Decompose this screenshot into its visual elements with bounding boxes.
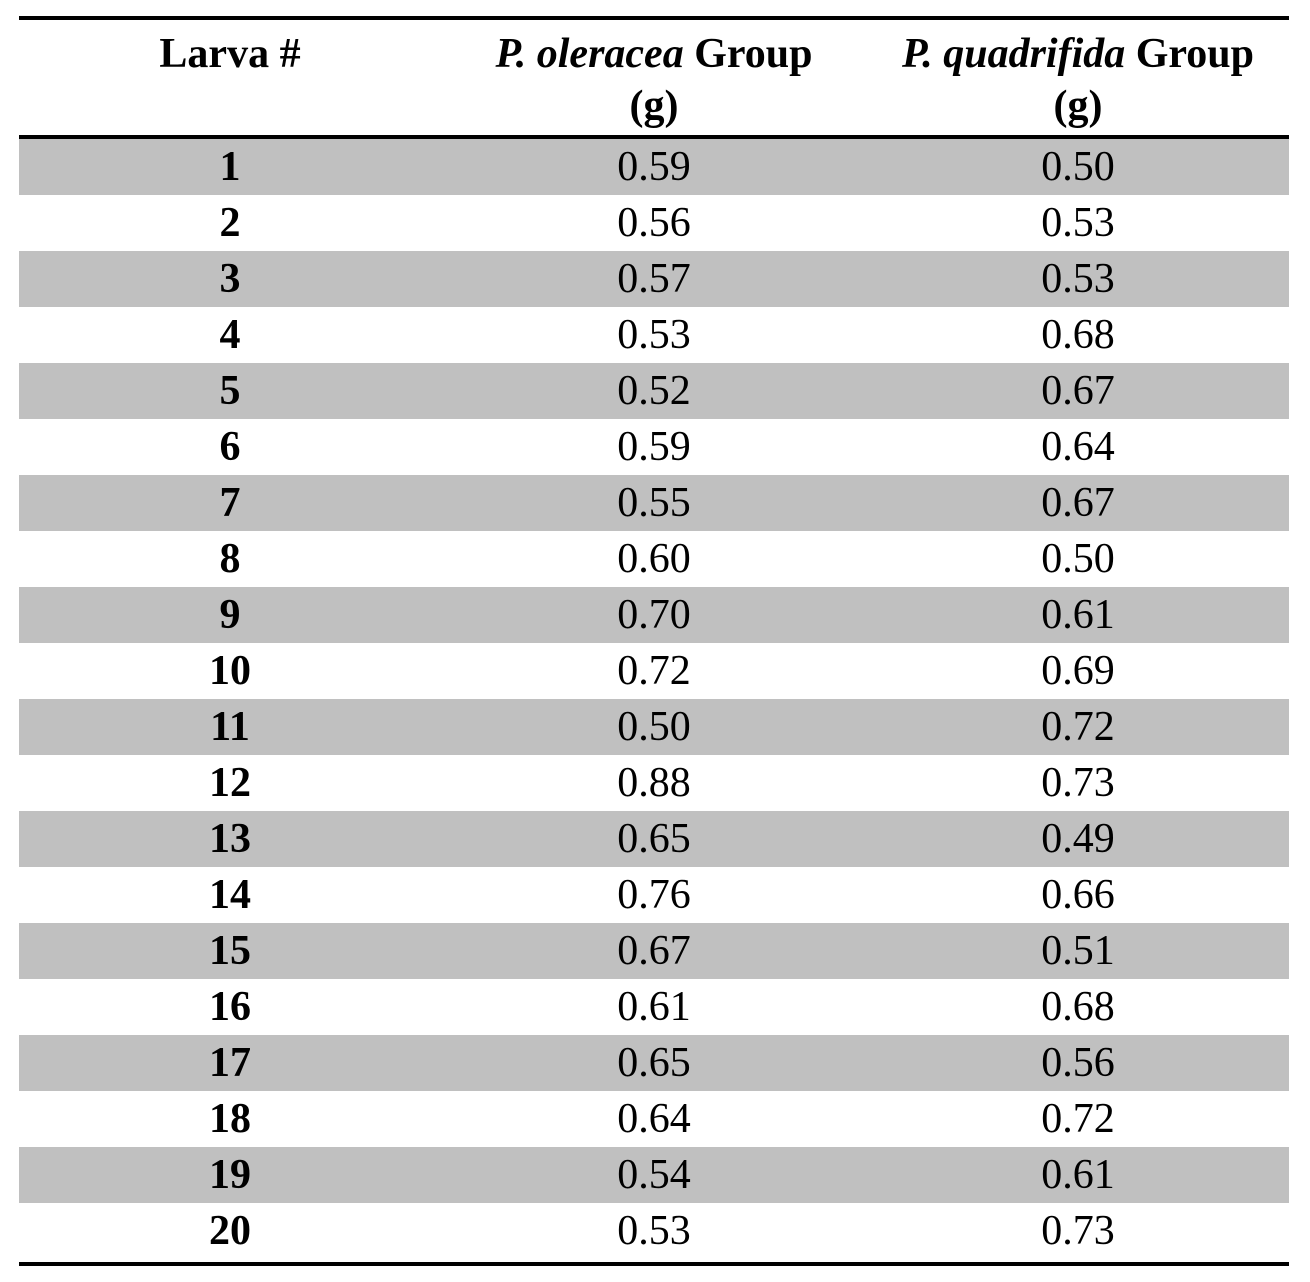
table-row: 8 0.60 0.50	[19, 531, 1289, 587]
oleracea-weight-cell: 0.88	[617, 760, 691, 806]
table-row: 2 0.56 0.53	[19, 195, 1289, 251]
larva-number-cell: 16	[209, 984, 251, 1030]
oleracea-weight-cell: 0.59	[617, 424, 691, 470]
quadrifida-weight-cell: 0.72	[1041, 1096, 1115, 1142]
quadrifida-weight-cell: 0.64	[1041, 424, 1115, 470]
table-row: 16 0.61 0.68	[19, 979, 1289, 1035]
larva-number-cell: 3	[219, 256, 241, 302]
oleracea-weight-cell: 0.53	[617, 312, 691, 358]
oleracea-weight-cell: 0.70	[617, 592, 691, 638]
table-row: 10 0.72 0.69	[19, 643, 1289, 699]
table-row: 13 0.65 0.49	[19, 811, 1289, 867]
quadrifida-weight-cell: 0.68	[1041, 984, 1115, 1030]
header-quadrifida-species: P. quadrifida	[901, 31, 1126, 77]
quadrifida-weight-cell: 0.66	[1041, 872, 1115, 918]
header-oleracea: P. oleracea Group (g)	[441, 20, 867, 135]
larva-number-cell: 9	[219, 592, 241, 638]
header-oleracea-unit: (g)	[629, 83, 679, 129]
larva-number-cell: 13	[209, 816, 251, 862]
larva-number-cell: 18	[209, 1096, 251, 1142]
oleracea-weight-cell: 0.67	[617, 928, 691, 974]
header-larva-label: Larva #	[159, 31, 301, 77]
table-row: 14 0.76 0.66	[19, 867, 1289, 923]
table-row: 6 0.59 0.64	[19, 419, 1289, 475]
larva-number-cell: 5	[219, 368, 241, 414]
header-rule	[19, 135, 1289, 139]
table-row: 17 0.65 0.56	[19, 1035, 1289, 1091]
oleracea-weight-cell: 0.64	[617, 1096, 691, 1142]
oleracea-weight-cell: 0.72	[617, 648, 691, 694]
quadrifida-weight-cell: 0.56	[1041, 1040, 1115, 1086]
larva-number-cell: 11	[210, 704, 250, 750]
header-oleracea-species: P. oleracea	[495, 31, 684, 77]
table-row: 4 0.53 0.68	[19, 307, 1289, 363]
table-row: 18 0.64 0.72	[19, 1091, 1289, 1147]
larva-number-cell: 14	[209, 872, 251, 918]
quadrifida-weight-cell: 0.69	[1041, 648, 1115, 694]
quadrifida-weight-cell: 0.50	[1041, 536, 1115, 582]
quadrifida-weight-cell: 0.67	[1041, 480, 1115, 526]
table-row: 15 0.67 0.51	[19, 923, 1289, 979]
bottom-rule	[19, 1262, 1289, 1266]
table-body: 1 0.59 0.50 2 0.56 0.53 3 0.57 0.53 4 0.53 0.68 5 0.5…	[19, 139, 1289, 1259]
oleracea-weight-cell: 0.50	[617, 704, 691, 750]
oleracea-weight-cell: 0.76	[617, 872, 691, 918]
table-row: 11 0.50 0.72	[19, 699, 1289, 755]
header-quadrifida: P. quadrifida Group (g)	[867, 20, 1289, 135]
quadrifida-weight-cell: 0.53	[1041, 200, 1115, 246]
quadrifida-weight-cell: 0.61	[1041, 592, 1115, 638]
table-row: 1 0.59 0.50	[19, 139, 1289, 195]
oleracea-weight-cell: 0.53	[617, 1208, 691, 1254]
top-rule	[19, 16, 1289, 20]
quadrifida-weight-cell: 0.53	[1041, 256, 1115, 302]
quadrifida-weight-cell: 0.73	[1041, 1208, 1115, 1254]
oleracea-weight-cell: 0.55	[617, 480, 691, 526]
quadrifida-weight-cell: 0.68	[1041, 312, 1115, 358]
header-larva: Larva #	[19, 20, 441, 135]
header-quadrifida-unit: (g)	[1053, 83, 1103, 129]
larva-number-cell: 8	[219, 536, 241, 582]
quadrifida-weight-cell: 0.73	[1041, 760, 1115, 806]
oleracea-weight-cell: 0.56	[617, 200, 691, 246]
quadrifida-weight-cell: 0.72	[1041, 704, 1115, 750]
larva-number-cell: 4	[219, 312, 241, 358]
oleracea-weight-cell: 0.52	[617, 368, 691, 414]
quadrifida-weight-cell: 0.49	[1041, 816, 1115, 862]
quadrifida-weight-cell: 0.61	[1041, 1152, 1115, 1198]
larva-number-cell: 7	[219, 480, 241, 526]
quadrifida-weight-cell: 0.50	[1041, 144, 1115, 190]
larva-number-cell: 19	[209, 1152, 251, 1198]
quadrifida-weight-cell: 0.67	[1041, 368, 1115, 414]
quadrifida-weight-cell: 0.51	[1041, 928, 1115, 974]
larva-number-cell: 17	[209, 1040, 251, 1086]
oleracea-weight-cell: 0.59	[617, 144, 691, 190]
table-row: 19 0.54 0.61	[19, 1147, 1289, 1203]
table-row: 3 0.57 0.53	[19, 251, 1289, 307]
larva-number-cell: 2	[219, 200, 241, 246]
table-row: 12 0.88 0.73	[19, 755, 1289, 811]
larva-weight-table: Larva # P. oleracea Group (g) P. quadrif…	[19, 16, 1289, 1266]
table-row: 20 0.53 0.73	[19, 1203, 1289, 1259]
larva-number-cell: 15	[209, 928, 251, 974]
larva-number-cell: 6	[219, 424, 241, 470]
oleracea-weight-cell: 0.60	[617, 536, 691, 582]
table-row: 9 0.70 0.61	[19, 587, 1289, 643]
larva-number-cell: 1	[219, 144, 241, 190]
oleracea-weight-cell: 0.57	[617, 256, 691, 302]
table-row: 7 0.55 0.67	[19, 475, 1289, 531]
header-oleracea-suffix: Group	[683, 31, 813, 77]
larva-number-cell: 12	[209, 760, 251, 806]
header-quadrifida-suffix: Group	[1125, 31, 1255, 77]
oleracea-weight-cell: 0.65	[617, 1040, 691, 1086]
larva-number-cell: 10	[209, 648, 251, 694]
oleracea-weight-cell: 0.54	[617, 1152, 691, 1198]
table-row: 5 0.52 0.67	[19, 363, 1289, 419]
oleracea-weight-cell: 0.61	[617, 984, 691, 1030]
larva-number-cell: 20	[209, 1208, 251, 1254]
oleracea-weight-cell: 0.65	[617, 816, 691, 862]
table-header: Larva # P. oleracea Group (g) P. quadrif…	[19, 20, 1289, 135]
